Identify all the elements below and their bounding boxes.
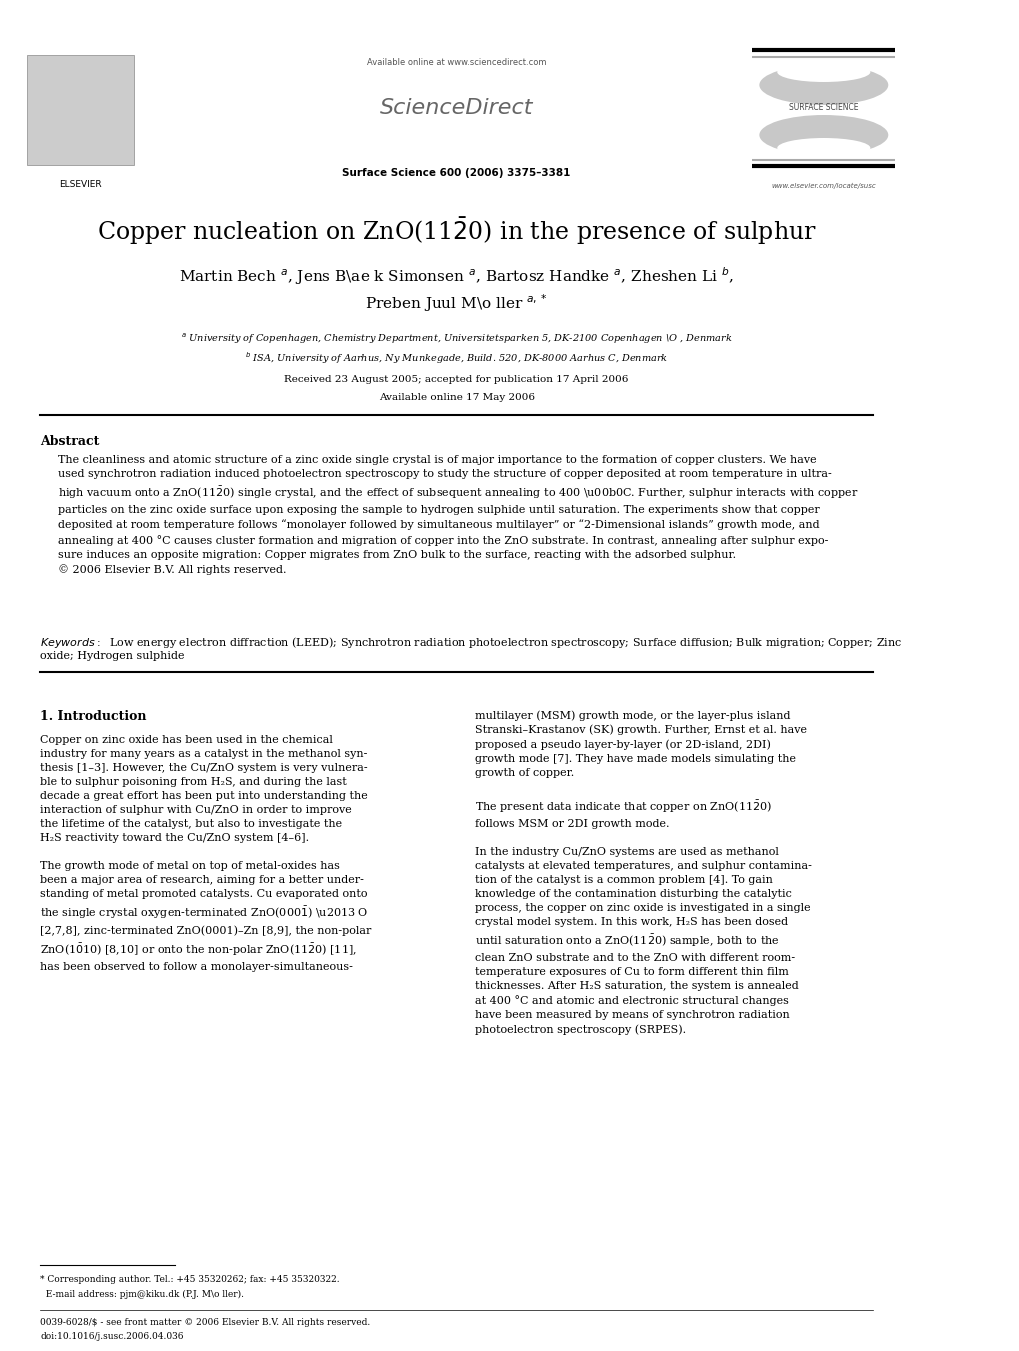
Text: Surface Science 600 (2006) 3375–3381: Surface Science 600 (2006) 3375–3381 (342, 168, 571, 178)
Ellipse shape (758, 65, 888, 105)
FancyBboxPatch shape (26, 55, 135, 165)
Text: Available online at www.sciencedirect.com: Available online at www.sciencedirect.co… (367, 58, 546, 68)
Ellipse shape (776, 62, 869, 82)
Text: Preben Juul M\o ller $^{a,*}$: Preben Juul M\o ller $^{a,*}$ (365, 292, 547, 313)
Ellipse shape (776, 138, 869, 158)
Text: www.elsevier.com/locate/susc: www.elsevier.com/locate/susc (770, 182, 875, 189)
Text: E-mail address: pjm@kiku.dk (P.J. M\o ller).: E-mail address: pjm@kiku.dk (P.J. M\o ll… (41, 1290, 245, 1300)
Text: Copper on zinc oxide has been used in the chemical
industry for many years as a : Copper on zinc oxide has been used in th… (41, 735, 371, 973)
Text: $^{a}$ University of Copenhagen, Chemistry Department, Universitetsparken 5, DK-: $^{a}$ University of Copenhagen, Chemist… (180, 332, 732, 346)
Text: $^{b}$ ISA, University of Aarhus, Ny Munkegade, Build. 520, DK-8000 Aarhus C, De: $^{b}$ ISA, University of Aarhus, Ny Mun… (245, 350, 667, 366)
Text: Received 23 August 2005; accepted for publication 17 April 2006: Received 23 August 2005; accepted for pu… (284, 376, 629, 384)
Ellipse shape (758, 115, 888, 155)
Text: Copper nucleation on ZnO(11$\bar{2}$0) in the presence of sulphur: Copper nucleation on ZnO(11$\bar{2}$0) i… (97, 215, 816, 247)
Text: Available online 17 May 2006: Available online 17 May 2006 (378, 393, 534, 403)
Text: doi:10.1016/j.susc.2006.04.036: doi:10.1016/j.susc.2006.04.036 (41, 1332, 183, 1342)
Text: 0039-6028/$ - see front matter © 2006 Elsevier B.V. All rights reserved.: 0039-6028/$ - see front matter © 2006 El… (41, 1319, 370, 1327)
Text: multilayer (MSM) growth mode, or the layer-plus island
Stranski–Krastanov (SK) g: multilayer (MSM) growth mode, or the lay… (474, 711, 811, 1035)
Text: ScienceDirect: ScienceDirect (379, 99, 533, 118)
Text: The cleanliness and atomic structure of a zinc oxide single crystal is of major : The cleanliness and atomic structure of … (58, 455, 858, 576)
Text: oxide; Hydrogen sulphide: oxide; Hydrogen sulphide (41, 651, 184, 661)
Text: SURFACE SCIENCE: SURFACE SCIENCE (789, 103, 858, 112)
Text: * Corresponding author. Tel.: +45 35320262; fax: +45 35320322.: * Corresponding author. Tel.: +45 353202… (41, 1275, 339, 1283)
Text: 1. Introduction: 1. Introduction (41, 711, 147, 723)
Text: $\it{Keywords:}$  Low energy electron diffraction (LEED); Synchrotron radiation : $\it{Keywords:}$ Low energy electron dif… (41, 635, 902, 650)
Text: Abstract: Abstract (41, 435, 100, 449)
Text: ELSEVIER: ELSEVIER (59, 180, 102, 189)
Text: Martin Bech $^{a}$, Jens B\ae k Simonsen $^{a}$, Bartosz Handke $^{a}$, Zheshen : Martin Bech $^{a}$, Jens B\ae k Simonsen… (179, 265, 734, 286)
